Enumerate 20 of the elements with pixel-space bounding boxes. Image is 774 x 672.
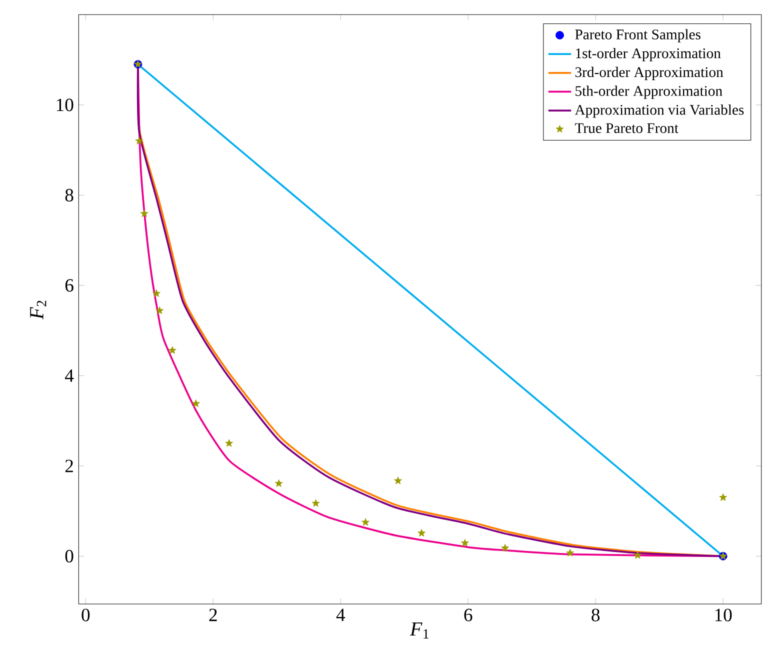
x-tick-label: 10: [715, 608, 732, 622]
y-tick-label: 2: [65, 460, 73, 472]
legend-label: Pareto Front Samples: [575, 29, 700, 42]
y-tick-label: 10: [56, 98, 74, 112]
y-axis-title: F$_{2}$: [30, 300, 46, 320]
y-tick-label: 4: [64, 370, 74, 382]
x-tick-label: 8: [592, 608, 600, 622]
x-axis-title: F$_{1}$: [410, 622, 429, 638]
y-tick-label: 6: [65, 279, 74, 292]
x-tick-label: 6: [464, 608, 472, 622]
legend-label: 1st-order Approximation: [576, 48, 721, 62]
legend-label: 5th-order Approximation: [576, 86, 722, 99]
x-tick-label: 2: [209, 608, 217, 622]
legend-label: 3rd-order Approximation: [575, 66, 724, 80]
y-tick-label: 8: [65, 188, 74, 202]
legend-label: True Pareto Front: [574, 123, 678, 134]
x-tick-label: 4: [336, 608, 346, 621]
legend-label: Approximation via Variables: [574, 104, 744, 118]
x-tick-label: 0: [82, 608, 90, 622]
y-tick-label: 0: [65, 550, 74, 562]
